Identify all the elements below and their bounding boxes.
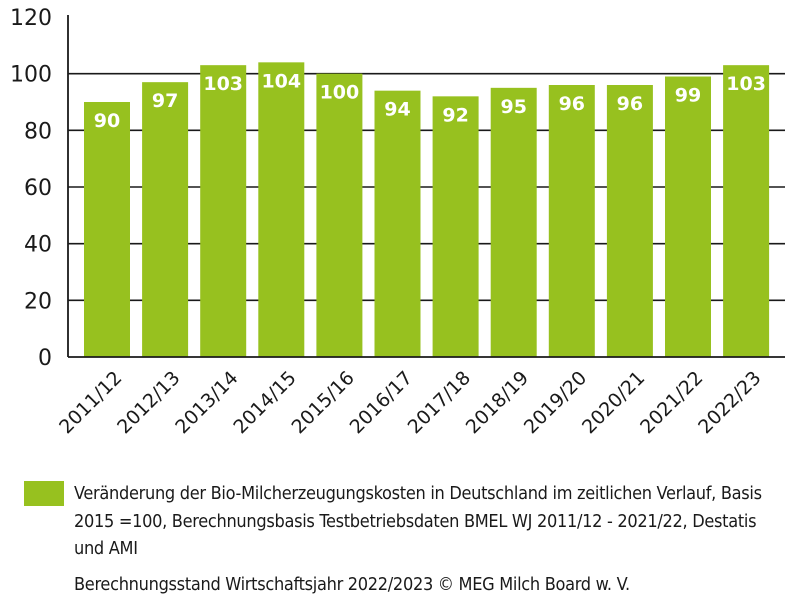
data-label: 92	[442, 104, 468, 126]
bar	[316, 73, 363, 358]
x-tick-label: 2016/17	[346, 367, 417, 438]
y-tick-label: 100	[10, 63, 52, 88]
y-tick-label: 0	[38, 346, 52, 371]
y-tick-label: 60	[24, 176, 52, 201]
data-label: 103	[203, 73, 243, 95]
x-tick-label: 2021/22	[636, 367, 707, 438]
bar	[548, 85, 595, 357]
data-label: 96	[559, 93, 585, 115]
bar	[606, 85, 653, 357]
x-tick-label: 2015/16	[287, 367, 358, 438]
data-label: 95	[500, 96, 526, 118]
data-label: 104	[261, 70, 301, 92]
x-tick-label: 2022/23	[694, 367, 765, 438]
legend-swatch	[24, 481, 64, 506]
bar	[665, 76, 711, 357]
bar	[723, 65, 770, 358]
data-label: 99	[675, 85, 701, 107]
data-label: 96	[617, 93, 643, 115]
y-tick-label: 80	[24, 119, 52, 144]
bar	[258, 62, 305, 357]
y-tick-label: 20	[24, 289, 52, 314]
legend-label: Veränderung der Bio-Milcherzeugungskoste…	[74, 483, 762, 559]
y-tick-label: 120	[10, 6, 52, 31]
data-label: 103	[726, 73, 766, 95]
x-tick-label: 2011/12	[55, 367, 126, 438]
bar	[490, 87, 537, 357]
x-tick-label: 2018/19	[462, 367, 533, 438]
bar	[200, 65, 247, 358]
x-tick-label: 2014/15	[229, 367, 300, 438]
x-tick-label: 2017/18	[404, 367, 475, 438]
bar	[142, 82, 189, 358]
data-label: 100	[320, 82, 360, 104]
y-tick-label: 40	[24, 233, 52, 258]
data-label: 94	[384, 99, 410, 121]
x-tick-label: 2019/20	[520, 367, 591, 438]
bar	[432, 96, 479, 357]
data-label: 90	[94, 110, 120, 132]
x-tick-label: 2013/14	[171, 367, 242, 438]
x-tick-label: 2012/13	[113, 367, 184, 438]
x-tick-label: 2020/21	[578, 367, 649, 438]
source-credit: Berechnungsstand Wirtschaftsjahr 2022/20…	[74, 574, 630, 595]
bar-chart: 0 20 40 60 80 100 120 90 2011/12 97 2012/13 103 2013…	[10, 6, 785, 438]
bar	[374, 90, 421, 358]
data-label: 97	[152, 90, 178, 112]
bar	[84, 102, 130, 357]
